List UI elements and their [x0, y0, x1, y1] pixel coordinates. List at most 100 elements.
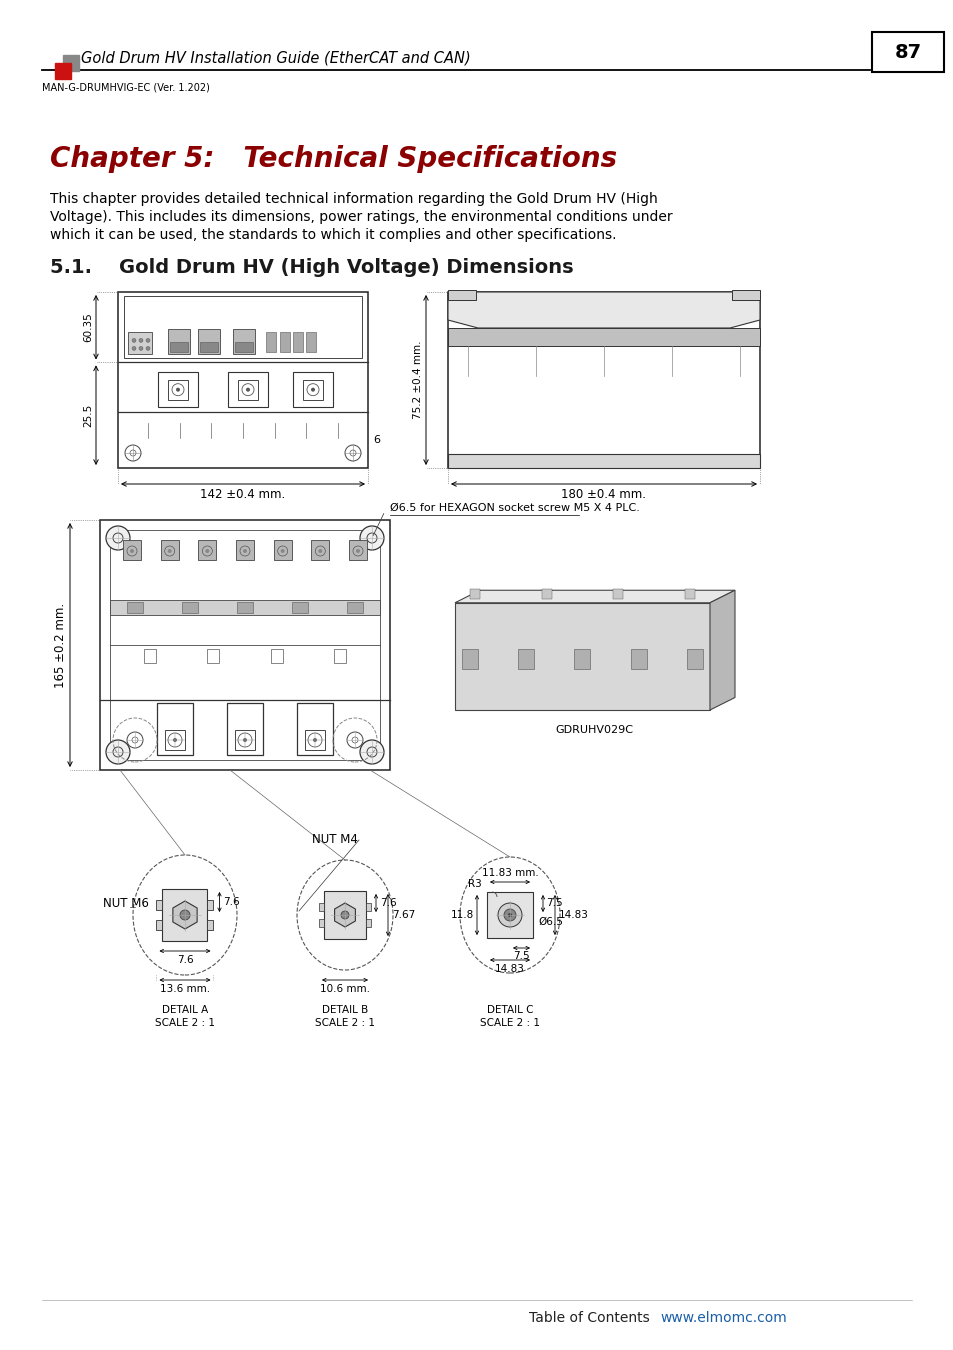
Text: Ø6.5: Ø6.5	[537, 917, 562, 927]
Polygon shape	[448, 292, 760, 328]
Bar	[234, 343, 253, 352]
Circle shape	[355, 549, 359, 553]
Bar	[517, 649, 534, 668]
Circle shape	[507, 913, 512, 917]
Text: SCALE 2 : 1: SCALE 2 : 1	[154, 1018, 214, 1027]
Text: Ø6.5 for HEXAGON socket screw M5 X 4 PLC.: Ø6.5 for HEXAGON socket screw M5 X 4 PLC…	[390, 504, 639, 513]
Text: 142 ±0.4 mm.: 142 ±0.4 mm.	[200, 487, 285, 501]
Text: Voltage). This includes its dimensions, power ratings, the environmental conditi: Voltage). This includes its dimensions, …	[50, 211, 672, 224]
Circle shape	[146, 347, 150, 351]
Bar	[366, 903, 371, 911]
Circle shape	[175, 387, 180, 392]
Bar	[541, 589, 551, 599]
Circle shape	[497, 903, 521, 927]
Bar	[318, 919, 324, 927]
Bar	[292, 602, 308, 613]
Bar	[157, 703, 193, 755]
Bar	[318, 903, 324, 911]
Text: This chapter provides detailed technical information regarding the Gold Drum HV : This chapter provides detailed technical…	[50, 192, 657, 207]
Circle shape	[130, 549, 133, 553]
Text: 87: 87	[894, 42, 921, 62]
Bar	[334, 649, 346, 663]
Circle shape	[313, 738, 316, 742]
Polygon shape	[172, 900, 197, 929]
Bar	[168, 329, 190, 355]
Text: Table of Contents: Table of Contents	[529, 1311, 649, 1324]
Bar	[684, 589, 695, 599]
Bar	[486, 892, 533, 938]
Circle shape	[359, 740, 384, 764]
Bar	[168, 379, 188, 400]
Bar	[470, 589, 479, 599]
Bar	[305, 730, 325, 751]
Circle shape	[243, 738, 247, 742]
Text: MAN-G-DRUMHVIG-EC (Ver. 1.202): MAN-G-DRUMHVIG-EC (Ver. 1.202)	[42, 82, 210, 92]
Text: Gold Drum HV Installation Guide (EtherCAT and CAN): Gold Drum HV Installation Guide (EtherCA…	[81, 50, 470, 66]
Bar	[128, 332, 152, 355]
Text: 7.67: 7.67	[392, 910, 415, 919]
Bar	[871, 32, 943, 72]
Bar	[296, 703, 333, 755]
Bar	[448, 328, 760, 346]
Bar	[237, 379, 257, 400]
Bar	[123, 540, 141, 560]
Text: 7.6: 7.6	[379, 898, 396, 909]
Circle shape	[168, 549, 172, 553]
Polygon shape	[709, 590, 734, 710]
Bar	[306, 332, 315, 352]
Circle shape	[139, 347, 143, 351]
Bar	[235, 540, 253, 560]
Polygon shape	[335, 903, 355, 927]
Bar	[448, 290, 476, 300]
Bar	[158, 371, 198, 406]
Bar	[349, 540, 367, 560]
Bar	[574, 649, 590, 668]
Circle shape	[205, 549, 209, 553]
Text: GDRUHV029C: GDRUHV029C	[555, 725, 633, 734]
Text: 7.5: 7.5	[545, 899, 562, 909]
Text: 7.6: 7.6	[223, 896, 240, 907]
Text: 5.1.    Gold Drum HV (High Voltage) Dimensions: 5.1. Gold Drum HV (High Voltage) Dimensi…	[50, 258, 573, 277]
Bar	[182, 602, 198, 613]
Bar	[160, 540, 178, 560]
Circle shape	[246, 387, 250, 392]
Text: DETAIL B: DETAIL B	[321, 1004, 368, 1015]
Bar	[271, 649, 282, 663]
Bar	[200, 343, 218, 352]
Text: 25.5: 25.5	[83, 404, 92, 427]
Bar	[170, 343, 188, 352]
Bar	[100, 520, 390, 769]
Bar	[110, 531, 379, 760]
Bar	[228, 371, 268, 406]
Text: 7.5: 7.5	[513, 950, 529, 961]
Bar	[208, 900, 213, 910]
Bar	[162, 890, 208, 941]
Text: 165 ±0.2 mm.: 165 ±0.2 mm.	[54, 602, 67, 687]
Text: SCALE 2 : 1: SCALE 2 : 1	[479, 1018, 539, 1027]
Text: DETAIL C: DETAIL C	[486, 1004, 533, 1015]
Bar	[448, 454, 760, 468]
Bar	[198, 540, 216, 560]
Text: 10.6 mm.: 10.6 mm.	[319, 984, 370, 994]
Bar	[207, 649, 219, 663]
Text: Chapter 5:   Technical Specifications: Chapter 5: Technical Specifications	[50, 144, 617, 173]
Text: 11.83 mm.: 11.83 mm.	[481, 868, 537, 878]
Text: NUT M4: NUT M4	[312, 833, 357, 846]
Bar	[234, 730, 254, 751]
Bar	[293, 332, 303, 352]
Bar	[208, 919, 213, 930]
Circle shape	[106, 740, 130, 764]
Text: 14.83: 14.83	[495, 964, 524, 973]
Circle shape	[172, 738, 177, 742]
Circle shape	[139, 339, 143, 343]
Text: 7.6: 7.6	[176, 954, 193, 965]
Bar	[366, 919, 371, 927]
Bar	[127, 602, 143, 613]
Bar	[311, 540, 329, 560]
Bar	[686, 649, 702, 668]
Bar	[324, 891, 366, 940]
Bar	[347, 602, 363, 613]
Bar	[293, 371, 333, 406]
Bar	[156, 900, 162, 910]
Circle shape	[311, 387, 314, 392]
